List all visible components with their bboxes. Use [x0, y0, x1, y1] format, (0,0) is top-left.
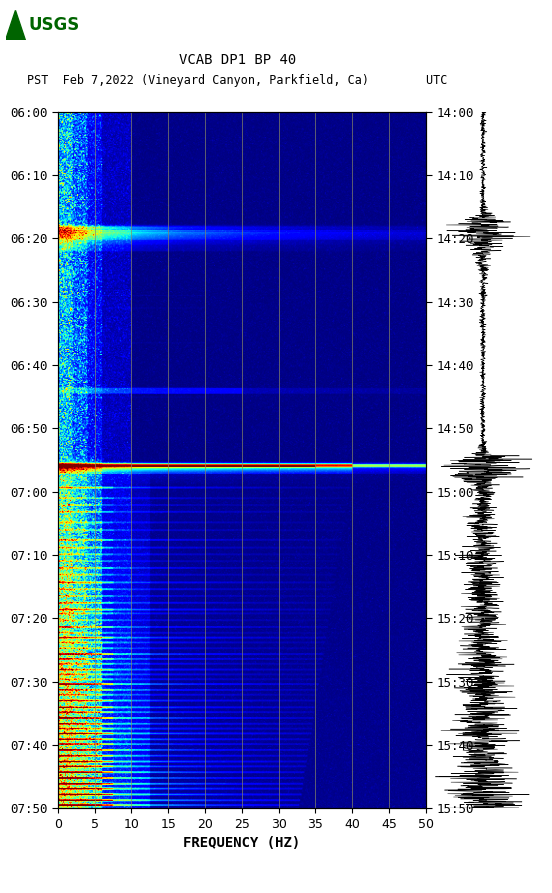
Text: USGS: USGS: [29, 16, 80, 34]
X-axis label: FREQUENCY (HZ): FREQUENCY (HZ): [183, 837, 300, 850]
Polygon shape: [6, 11, 25, 40]
Text: VCAB DP1 BP 40: VCAB DP1 BP 40: [179, 53, 296, 67]
Text: PST  Feb 7,2022 (Vineyard Canyon, Parkfield, Ca)        UTC: PST Feb 7,2022 (Vineyard Canyon, Parkfie…: [27, 74, 448, 87]
